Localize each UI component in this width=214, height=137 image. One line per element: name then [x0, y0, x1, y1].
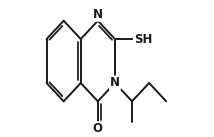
Text: O: O — [93, 122, 103, 135]
Text: N: N — [93, 8, 103, 21]
Text: N: N — [110, 76, 120, 89]
Text: SH: SH — [134, 33, 152, 46]
